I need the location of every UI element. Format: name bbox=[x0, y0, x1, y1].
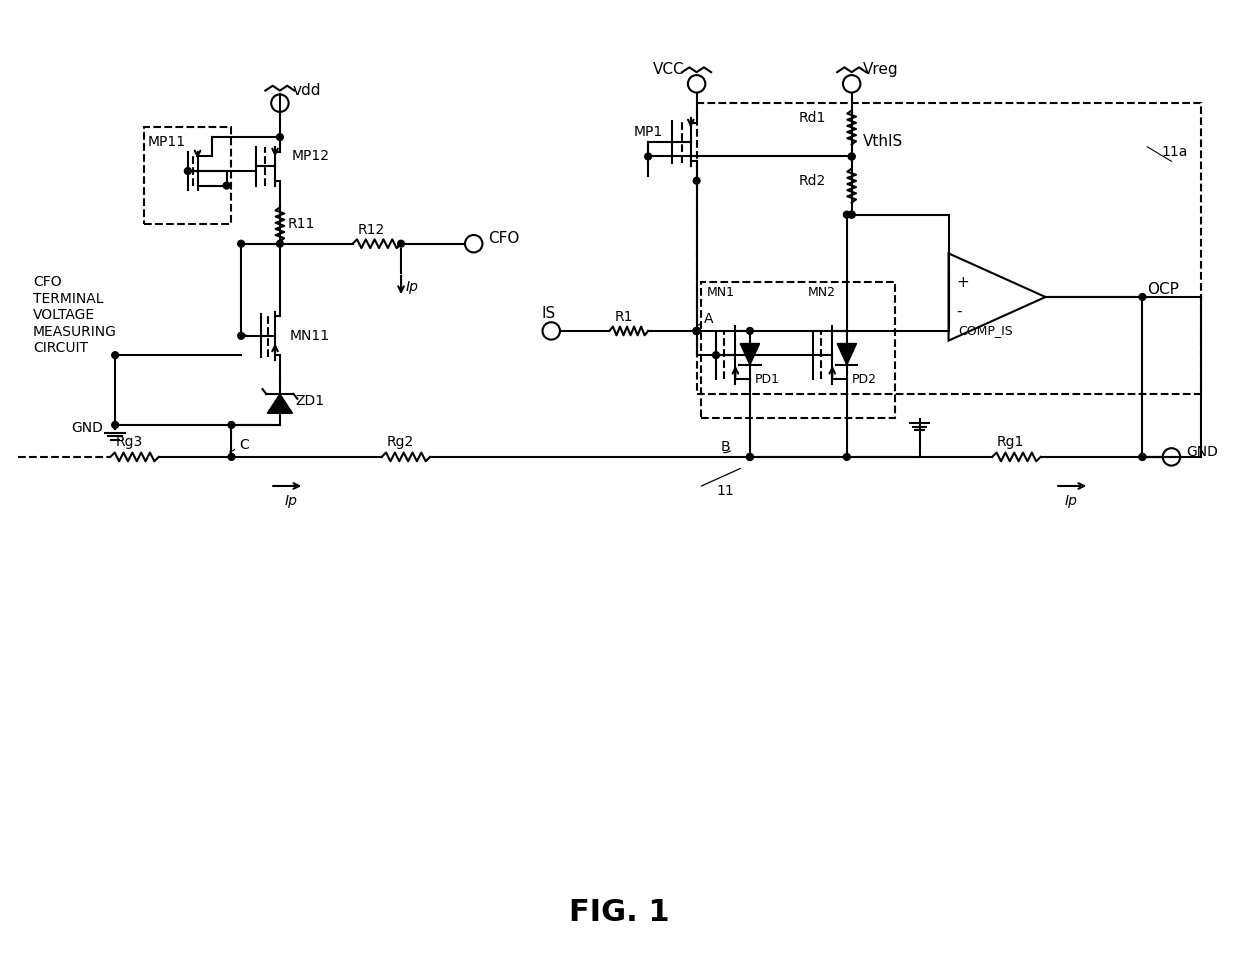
Text: vdd: vdd bbox=[293, 84, 321, 98]
Text: R1: R1 bbox=[614, 311, 632, 324]
Circle shape bbox=[848, 212, 856, 218]
Text: R12: R12 bbox=[357, 223, 384, 237]
Circle shape bbox=[746, 453, 754, 460]
Bar bbox=[697, 103, 1200, 394]
Text: COMP_IS: COMP_IS bbox=[959, 324, 1013, 338]
Text: VthIS: VthIS bbox=[863, 134, 904, 150]
Circle shape bbox=[693, 327, 701, 334]
Text: A: A bbox=[704, 313, 714, 326]
Circle shape bbox=[693, 327, 701, 334]
Circle shape bbox=[843, 453, 851, 460]
Circle shape bbox=[843, 212, 851, 218]
Text: CFO: CFO bbox=[489, 231, 520, 247]
Text: MEASURING: MEASURING bbox=[32, 325, 117, 339]
Text: C: C bbox=[239, 438, 249, 452]
Circle shape bbox=[746, 453, 754, 460]
Circle shape bbox=[693, 178, 701, 184]
Text: Rd1: Rd1 bbox=[799, 111, 826, 124]
Circle shape bbox=[1140, 453, 1146, 460]
Text: TERMINAL: TERMINAL bbox=[32, 292, 103, 306]
Text: Rg2: Rg2 bbox=[387, 435, 414, 450]
Text: Vreg: Vreg bbox=[863, 62, 899, 77]
Text: OCP: OCP bbox=[1147, 282, 1179, 297]
Text: 11a: 11a bbox=[1162, 145, 1188, 158]
Text: Rg3: Rg3 bbox=[115, 435, 143, 450]
Circle shape bbox=[277, 134, 283, 141]
Circle shape bbox=[645, 153, 651, 160]
Text: MN2: MN2 bbox=[808, 285, 836, 299]
Text: R11: R11 bbox=[288, 218, 315, 231]
Text: Rg1: Rg1 bbox=[997, 435, 1024, 450]
Text: -: - bbox=[956, 304, 962, 319]
Text: +: + bbox=[956, 275, 970, 290]
Text: MP1: MP1 bbox=[634, 125, 663, 139]
Circle shape bbox=[693, 327, 701, 334]
Polygon shape bbox=[268, 394, 293, 414]
Text: IS: IS bbox=[542, 306, 556, 321]
Circle shape bbox=[223, 183, 229, 189]
Circle shape bbox=[238, 332, 244, 339]
Circle shape bbox=[693, 327, 701, 334]
Text: B: B bbox=[720, 440, 730, 454]
Text: Ip: Ip bbox=[405, 281, 419, 294]
Text: MP12: MP12 bbox=[291, 150, 330, 163]
Circle shape bbox=[746, 327, 754, 334]
Text: CIRCUIT: CIRCUIT bbox=[32, 342, 88, 355]
Text: Ip: Ip bbox=[285, 493, 298, 508]
Text: MN11: MN11 bbox=[290, 329, 330, 343]
Text: VCC: VCC bbox=[653, 62, 684, 77]
Circle shape bbox=[848, 153, 856, 160]
Circle shape bbox=[1140, 453, 1146, 460]
Bar bbox=[702, 283, 895, 419]
Text: PD2: PD2 bbox=[852, 373, 877, 385]
Text: FIG. 1: FIG. 1 bbox=[569, 898, 670, 927]
Polygon shape bbox=[740, 344, 760, 365]
Text: MP11: MP11 bbox=[148, 135, 185, 149]
Circle shape bbox=[1140, 293, 1146, 300]
Text: VOLTAGE: VOLTAGE bbox=[32, 309, 95, 322]
Circle shape bbox=[112, 421, 119, 428]
Text: Rd2: Rd2 bbox=[799, 174, 826, 187]
Text: GND: GND bbox=[1185, 445, 1218, 459]
Text: Ip: Ip bbox=[1065, 493, 1078, 508]
Circle shape bbox=[228, 453, 234, 460]
Text: 11: 11 bbox=[715, 484, 734, 498]
Circle shape bbox=[848, 212, 856, 218]
Text: GND: GND bbox=[72, 420, 103, 435]
Circle shape bbox=[185, 168, 191, 175]
Text: MN1: MN1 bbox=[707, 285, 734, 299]
Circle shape bbox=[112, 352, 119, 358]
Circle shape bbox=[238, 240, 244, 247]
Circle shape bbox=[713, 352, 719, 358]
Polygon shape bbox=[837, 344, 857, 365]
Circle shape bbox=[848, 153, 856, 160]
Circle shape bbox=[277, 240, 283, 247]
Text: CFO: CFO bbox=[32, 276, 62, 289]
Text: ZD1: ZD1 bbox=[295, 393, 325, 408]
Bar bbox=[144, 127, 232, 224]
Circle shape bbox=[228, 421, 234, 428]
Text: PD1: PD1 bbox=[755, 373, 780, 385]
Circle shape bbox=[398, 240, 404, 247]
